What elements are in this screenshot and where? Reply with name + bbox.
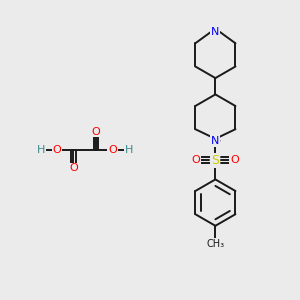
Text: S: S <box>212 154 219 166</box>
Text: N: N <box>211 27 220 37</box>
Text: O: O <box>192 155 200 165</box>
Text: O: O <box>92 127 100 136</box>
Text: CH₃: CH₃ <box>206 239 224 249</box>
Text: H: H <box>36 145 45 155</box>
Text: O: O <box>52 145 61 155</box>
Text: O: O <box>69 164 78 173</box>
Text: O: O <box>108 145 117 155</box>
Text: O: O <box>230 155 239 165</box>
Text: H: H <box>124 145 133 155</box>
Text: N: N <box>211 136 220 146</box>
